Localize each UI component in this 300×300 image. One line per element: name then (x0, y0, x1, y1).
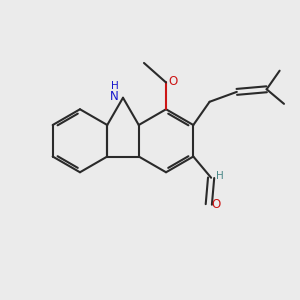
Text: H: H (216, 171, 224, 181)
Text: O: O (212, 198, 220, 211)
Text: H: H (111, 81, 119, 91)
Text: N: N (110, 90, 119, 103)
Text: O: O (169, 75, 178, 88)
